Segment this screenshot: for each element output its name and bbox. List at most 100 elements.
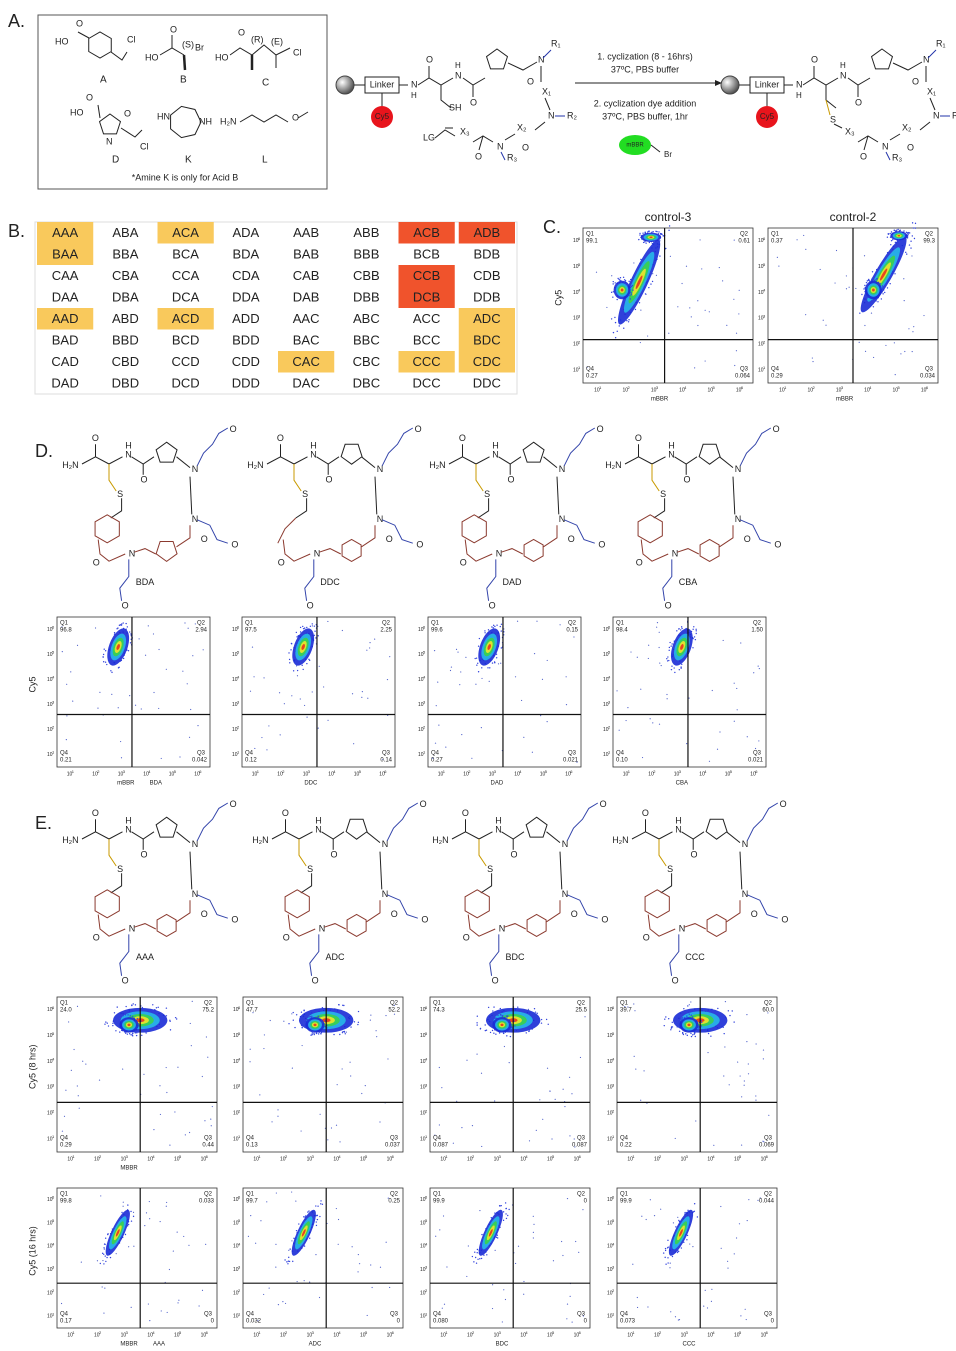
event-dot: [190, 709, 191, 710]
quadrant-value: 47.7: [246, 1008, 258, 1014]
event-dot: [302, 626, 303, 627]
event-dot: [745, 1309, 746, 1310]
event-dot: [518, 1246, 519, 1247]
table-cell: AAB: [293, 225, 319, 240]
table-cell: DDB: [473, 290, 500, 305]
event-dot: [669, 225, 670, 226]
tick-exponent: 4: [704, 769, 707, 774]
panel-label: C.: [543, 217, 561, 237]
event-dot: [492, 1284, 493, 1285]
event-dot: [623, 277, 624, 278]
tick-exponent: 5: [425, 1031, 428, 1036]
tick-exponent: 4: [578, 288, 581, 293]
tick-exponent: 5: [739, 1330, 742, 1335]
event-dot: [318, 1016, 319, 1017]
event-dot: [73, 1049, 74, 1050]
event-dot: [493, 625, 494, 626]
event-dot: [387, 1058, 388, 1059]
bond: [803, 78, 838, 85]
event-dot: [492, 1308, 493, 1309]
tick-exponent: 3: [237, 700, 240, 705]
event-dot: [619, 730, 620, 731]
tick-exponent: 5: [179, 1154, 182, 1159]
bond: [160, 48, 184, 55]
quadrant-name: Q4: [60, 1136, 69, 1142]
event-dot: [549, 1090, 550, 1091]
event-dot: [671, 1026, 672, 1027]
event-dot: [264, 1034, 265, 1035]
bond: [120, 934, 129, 975]
bond: [502, 832, 525, 839]
tick-exponent: 3: [686, 1330, 689, 1335]
event-dot: [692, 1016, 693, 1017]
event-dot: [650, 1199, 651, 1200]
tick-exponent: 1: [425, 1134, 428, 1139]
bond: [230, 45, 290, 55]
density: [872, 289, 875, 292]
compound-name: DDC: [320, 577, 340, 587]
tick-exponent: 1: [52, 1134, 55, 1139]
quadrant-name: Q1: [246, 1001, 255, 1007]
table-cell: ADC: [473, 311, 500, 326]
event-dot: [561, 1241, 562, 1242]
quadrant-value: 0.073: [620, 1319, 636, 1325]
bond: [893, 62, 922, 70]
atom-label: O: [230, 799, 237, 809]
event-dot: [434, 650, 435, 651]
event-dot: [333, 1034, 334, 1035]
bond: [283, 540, 310, 562]
tick-exponent: 5: [238, 1218, 241, 1223]
event-dot: [686, 1015, 687, 1016]
atom-label: O: [282, 808, 289, 818]
tick-exponent: 4: [338, 1330, 341, 1335]
event-dot: [493, 1032, 494, 1033]
condition-text: 2. cyclization dye addition: [594, 98, 697, 108]
ring: [872, 49, 893, 69]
event-dot: [358, 1011, 359, 1012]
event-dot: [306, 717, 307, 718]
atom-label: O: [511, 850, 518, 860]
density: [898, 235, 901, 236]
event-dot: [508, 1209, 509, 1210]
bond: [267, 457, 308, 464]
quadrant-value: 39.7: [620, 1008, 632, 1014]
event-dot: [197, 725, 198, 726]
tick-exponent: 1: [72, 1154, 75, 1159]
event-dot: [460, 671, 461, 672]
event-dot: [736, 1237, 737, 1238]
event-dot: [477, 663, 478, 664]
event-dot: [307, 1211, 308, 1212]
event-dot: [166, 1007, 167, 1008]
bond: [481, 873, 492, 893]
quadrant-name: Q3: [390, 1312, 399, 1318]
quadrant-name: Q4: [60, 1312, 69, 1318]
atom-label: N: [492, 449, 499, 459]
event-dot: [625, 720, 626, 721]
event-dot: [123, 622, 124, 623]
event-dot: [133, 1216, 134, 1217]
tick-exponent: 4: [238, 1057, 241, 1062]
table-cell: CDD: [232, 354, 260, 369]
tick-exponent: 4: [712, 1154, 715, 1159]
quadrant-value: 2.94: [195, 628, 207, 634]
event-dot: [183, 1236, 184, 1237]
event-dot: [280, 734, 281, 735]
event-dot: [584, 1016, 585, 1017]
event-dot: [658, 242, 659, 243]
ring: [487, 49, 508, 69]
tick-exponent: 6: [206, 1330, 209, 1335]
event-dot: [669, 1267, 670, 1268]
tick-exponent: 3: [499, 1154, 502, 1159]
event-dot: [361, 1093, 362, 1094]
event-dot: [468, 1245, 469, 1246]
flow-plot: [242, 617, 395, 767]
x-axis-label: mBBR: [117, 781, 135, 787]
atom-label: H: [125, 815, 132, 825]
event-dot: [118, 707, 119, 708]
quadrant-name: Q3: [740, 367, 749, 373]
quadrant-value: 97.5: [245, 628, 257, 634]
quadrant-name: Q1: [433, 1001, 442, 1007]
event-dot: [661, 665, 662, 666]
event-dot: [569, 1077, 570, 1078]
event-dot: [211, 1125, 212, 1126]
